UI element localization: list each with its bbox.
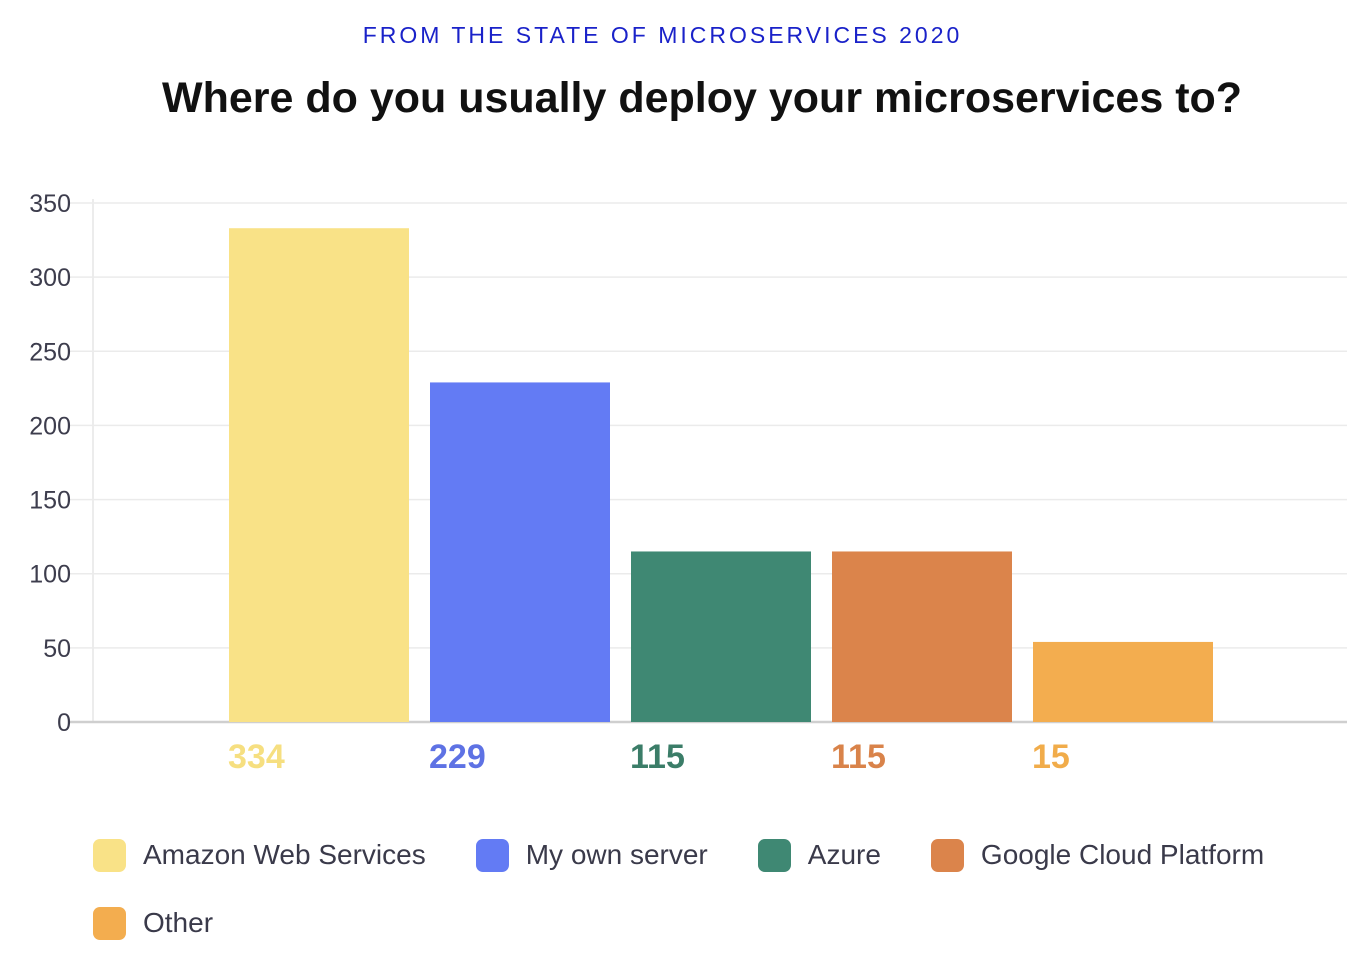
legend-item: Other xyxy=(93,904,213,942)
legend-label: Other xyxy=(143,907,214,938)
bar-other xyxy=(1033,641,1213,722)
legend-item: Amazon Web Services xyxy=(93,836,426,874)
y-tick-label: 0 xyxy=(57,709,71,737)
legend-swatch xyxy=(475,838,509,872)
y-tick-label: 250 xyxy=(29,338,71,366)
legend-item: My own server xyxy=(475,836,708,874)
data-label: 334 xyxy=(228,738,285,776)
legend: Amazon Web Services My own server Azure Goo… xyxy=(93,836,1353,942)
bar-my-own-server xyxy=(430,382,610,722)
chart-title: Where do you usually deploy your microse… xyxy=(162,74,1243,122)
y-tick-label: 100 xyxy=(29,561,71,589)
y-tick-label: 200 xyxy=(29,412,71,440)
bar-chart: 0 50 100 150 200 250 300 350 334 229 115 115 15 xyxy=(29,190,1347,776)
legend-label: My own server xyxy=(525,839,708,870)
legend-swatch xyxy=(93,838,126,872)
y-tick-label: 350 xyxy=(29,190,71,218)
bar-amazon-web-services xyxy=(229,228,409,723)
bar-azure xyxy=(631,551,811,722)
y-tick-label: 150 xyxy=(29,487,71,515)
data-label: 115 xyxy=(630,738,685,776)
data-label: 229 xyxy=(429,738,486,776)
legend-label: Amazon Web Services xyxy=(143,839,426,870)
data-label: 15 xyxy=(1032,738,1070,776)
chart-subtitle: FROM THE STATE OF MICROSERVICES 2020 xyxy=(362,22,963,48)
legend-swatch xyxy=(930,838,964,872)
bar-google-cloud-platform xyxy=(832,551,1012,722)
legend-item: Google Cloud Platform xyxy=(930,836,1265,874)
data-label: 115 xyxy=(831,738,886,776)
legend-label: Azure xyxy=(807,839,881,870)
y-tick-label: 300 xyxy=(29,264,71,292)
y-tick-label: 50 xyxy=(43,635,71,663)
legend-label: Google Cloud Platform xyxy=(980,839,1265,870)
legend-swatch xyxy=(757,838,791,872)
legend-item: Azure xyxy=(757,836,881,874)
legend-swatch xyxy=(93,906,126,940)
